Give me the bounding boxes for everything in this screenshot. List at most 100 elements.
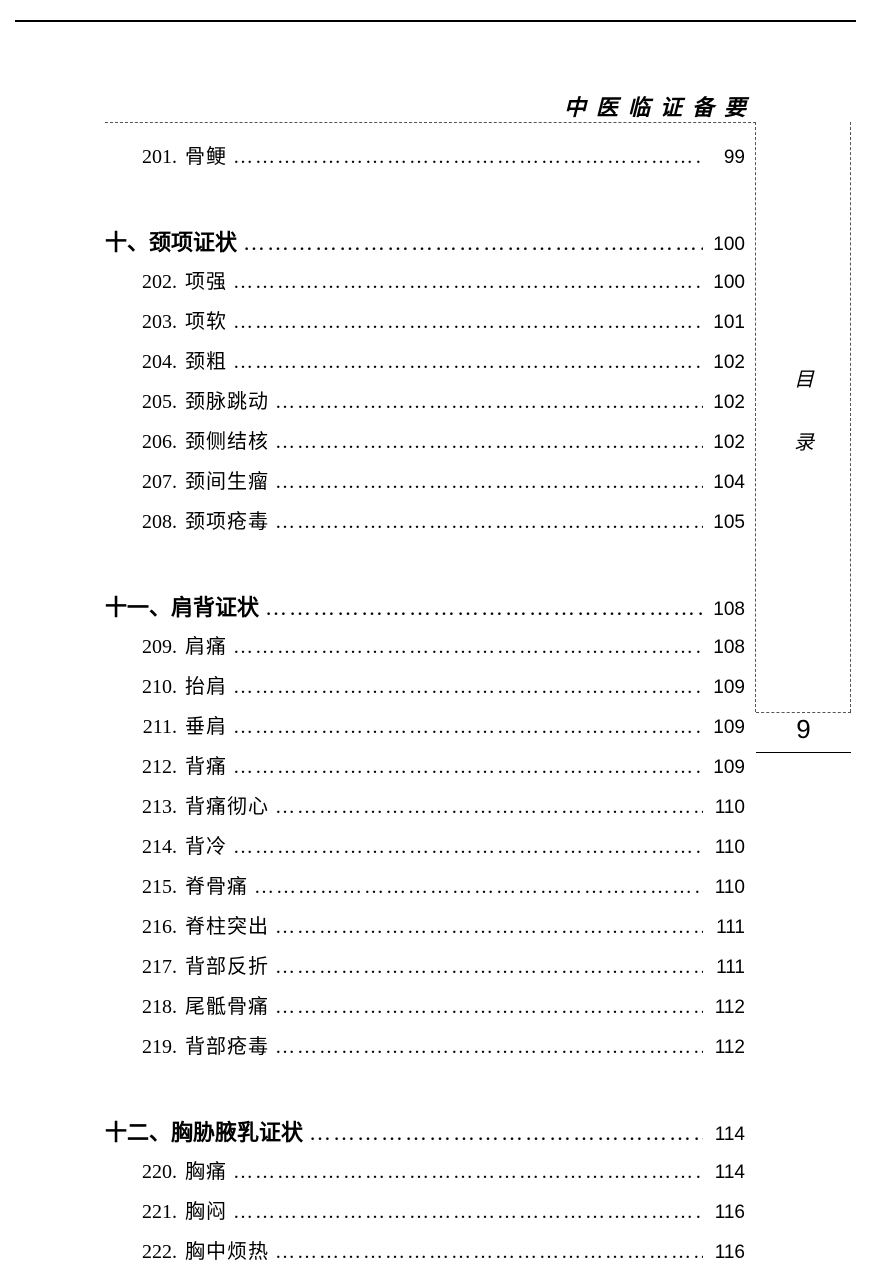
toc-leader: ………………………………………………………………… [269, 956, 703, 979]
toc-item-number: 204. [105, 351, 185, 374]
toc-item-label: 颈项疮毒 [185, 505, 269, 534]
toc-section-row: 十一、肩背证状…………………………………………………………………108 [105, 590, 745, 630]
toc-leader: ………………………………………………………………… [227, 716, 703, 739]
toc-leader: ………………………………………………………………… [227, 351, 703, 374]
page-number-top-line [756, 712, 851, 713]
toc-item-label: 胸中烦热 [185, 1235, 269, 1264]
toc-item-row: 214.背冷…………………………………………………………………110 [105, 830, 745, 870]
toc-page: 110 [703, 837, 745, 859]
toc-section-label: 十一、肩背证状 [105, 590, 259, 622]
toc-item-label: 项强 [185, 265, 227, 294]
toc-section-label: 十二、胸胁腋乳证状 [105, 1115, 303, 1147]
toc-page: 100 [703, 272, 745, 294]
toc-content: 201.骨鲠…………………………………………………………………99十、颈项证状…… [105, 140, 745, 1275]
page-top-rule [15, 20, 856, 22]
toc-leader: ………………………………………………………………… [227, 1201, 703, 1224]
toc-item-label: 项软 [185, 305, 227, 334]
toc-item-row: 217.背部反折…………………………………………………………………111 [105, 950, 745, 990]
toc-leader: ………………………………………………………………… [269, 796, 703, 819]
toc-item-row: 204.颈粗…………………………………………………………………102 [105, 345, 745, 385]
toc-item-row: 218.尾骶骨痛…………………………………………………………………112 [105, 990, 745, 1030]
toc-item-label: 胸痛 [185, 1155, 227, 1184]
toc-page: 110 [703, 877, 745, 899]
toc-leader: ………………………………………………………………… [227, 311, 703, 334]
toc-item-number: 221. [105, 1201, 185, 1224]
toc-item-label: 颈粗 [185, 345, 227, 374]
toc-page: 102 [703, 432, 745, 454]
toc-leader: ………………………………………………………………… [227, 146, 703, 169]
toc-leader: ………………………………………………………………… [227, 271, 703, 294]
toc-item-number: 205. [105, 391, 185, 414]
toc-item-number: 202. [105, 271, 185, 294]
side-border-right [850, 122, 851, 712]
toc-page: 109 [703, 677, 745, 699]
toc-item-row: 202.项强…………………………………………………………………100 [105, 265, 745, 305]
book-title: 中医临证备要 [564, 90, 756, 122]
toc-page: 112 [703, 1037, 745, 1059]
toc-item-label: 抬肩 [185, 670, 227, 699]
toc-page: 111 [703, 957, 745, 979]
toc-item-row: 221.胸闷…………………………………………………………………116 [105, 1195, 745, 1235]
toc-item-number: 220. [105, 1161, 185, 1184]
toc-leader: ………………………………………………………………… [237, 230, 703, 256]
header-underline [105, 122, 756, 123]
toc-page: 100 [703, 234, 745, 256]
toc-leader: ………………………………………………………………… [269, 471, 703, 494]
toc-item-number: 208. [105, 511, 185, 534]
toc-item-row: 207.颈间生瘤…………………………………………………………………104 [105, 465, 745, 505]
toc-page: 104 [703, 472, 745, 494]
toc-item-row: 210.抬肩…………………………………………………………………109 [105, 670, 745, 710]
toc-item-row: 203.项软…………………………………………………………………101 [105, 305, 745, 345]
toc-page: 112 [703, 997, 745, 1019]
toc-item-label: 颈侧结核 [185, 425, 269, 454]
toc-page: 116 [703, 1242, 745, 1264]
toc-item-number: 215. [105, 876, 185, 899]
toc-item-row: 208.颈项疮毒…………………………………………………………………105 [105, 505, 745, 545]
toc-section-label: 十、颈项证状 [105, 225, 237, 257]
toc-item-label: 背部反折 [185, 950, 269, 979]
toc-item-label: 脊骨痛 [185, 870, 248, 899]
toc-leader: ………………………………………………………………… [269, 996, 703, 1019]
toc-item-label: 脊柱突出 [185, 910, 269, 939]
toc-page: 114 [703, 1162, 745, 1184]
toc-item-number: 211. [105, 716, 185, 739]
toc-item-label: 背痛彻心 [185, 790, 269, 819]
toc-leader: ………………………………………………………………… [227, 676, 703, 699]
toc-item-label: 背痛 [185, 750, 227, 779]
toc-item-label: 颈间生瘤 [185, 465, 269, 494]
toc-leader: ………………………………………………………………… [227, 1161, 703, 1184]
toc-leader: ………………………………………………………………… [269, 511, 703, 534]
toc-item-number: 216. [105, 916, 185, 939]
toc-item-row: 206.颈侧结核…………………………………………………………………102 [105, 425, 745, 465]
toc-item-row: 213.背痛彻心…………………………………………………………………110 [105, 790, 745, 830]
page-number: 9 [756, 714, 851, 745]
toc-item-row: 215.脊骨痛…………………………………………………………………110 [105, 870, 745, 910]
toc-item-row: 222.胸中烦热…………………………………………………………………116 [105, 1235, 745, 1275]
toc-leader: ………………………………………………………………… [269, 916, 703, 939]
toc-item-row: 201.骨鲠…………………………………………………………………99 [105, 140, 745, 180]
toc-item-label: 肩痛 [185, 630, 227, 659]
toc-item-number: 219. [105, 1036, 185, 1059]
toc-page: 116 [703, 1202, 745, 1224]
toc-item-number: 212. [105, 756, 185, 779]
toc-item-label: 背冷 [185, 830, 227, 859]
toc-item-row: 205.颈脉跳动…………………………………………………………………102 [105, 385, 745, 425]
toc-page: 108 [703, 599, 745, 621]
side-label-mu: 目 [792, 363, 816, 392]
toc-item-label: 垂肩 [185, 710, 227, 739]
page-number-bottom-line [756, 752, 851, 753]
toc-item-number: 201. [105, 146, 185, 169]
toc-item-number: 207. [105, 471, 185, 494]
toc-item-label: 背部疮毒 [185, 1030, 269, 1059]
toc-item-row: 212.背痛…………………………………………………………………109 [105, 750, 745, 790]
toc-item-number: 214. [105, 836, 185, 859]
toc-leader: ………………………………………………………………… [269, 391, 703, 414]
toc-item-number: 203. [105, 311, 185, 334]
toc-page: 109 [703, 717, 745, 739]
toc-page: 101 [703, 312, 745, 334]
toc-item-label: 胸闷 [185, 1195, 227, 1224]
toc-page: 114 [703, 1124, 745, 1146]
toc-leader: ………………………………………………………………… [227, 836, 703, 859]
toc-item-number: 222. [105, 1241, 185, 1264]
toc-section-row: 十二、胸胁腋乳证状…………………………………………………………………114 [105, 1115, 745, 1155]
